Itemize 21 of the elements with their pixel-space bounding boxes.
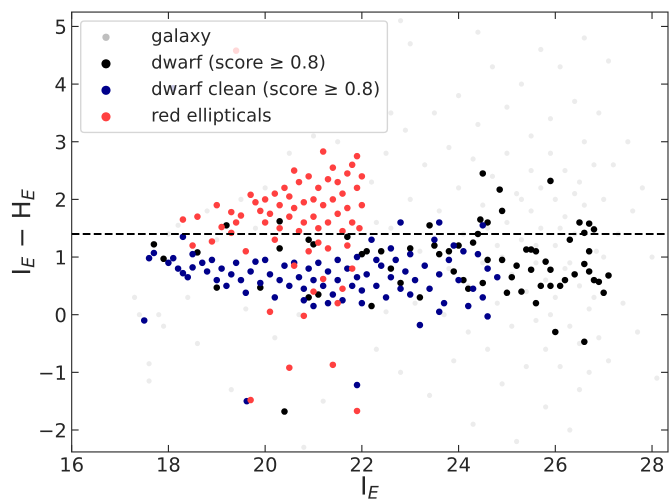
x-tick-label: 20 — [254, 457, 276, 472]
x-tick-label: 26 — [544, 457, 566, 472]
y-axis-title: I$_{E}$ − H$_{E}$ — [12, 189, 34, 274]
x-tick-label: 24 — [448, 457, 470, 472]
y-tick-label: 4 — [55, 77, 66, 92]
x-tick-label: 16 — [61, 457, 83, 472]
y-tick-label: 2 — [56, 192, 65, 207]
legend-label: dwarf clean (score ≥ 0.8) — [152, 81, 379, 98]
y-tick-label: 1 — [56, 250, 66, 264]
y-tick-label: −1 — [40, 366, 66, 380]
y-tick-label: 5 — [56, 20, 66, 34]
x-axis-title: I$_{E}$ — [362, 476, 379, 499]
legend-label: galaxy — [152, 28, 211, 46]
y-tick-label: 3 — [56, 134, 66, 150]
y-tick-label: 0 — [56, 308, 66, 322]
legend-label: dwarf (score ≥ 0.8) — [152, 54, 324, 71]
x-tick-label: 28 — [641, 457, 664, 472]
legend-label: red ellipticals — [152, 108, 271, 126]
x-tick-label: 18 — [158, 457, 180, 472]
y-tick-label: −2 — [40, 422, 65, 438]
x-tick-label: 22 — [350, 457, 372, 472]
